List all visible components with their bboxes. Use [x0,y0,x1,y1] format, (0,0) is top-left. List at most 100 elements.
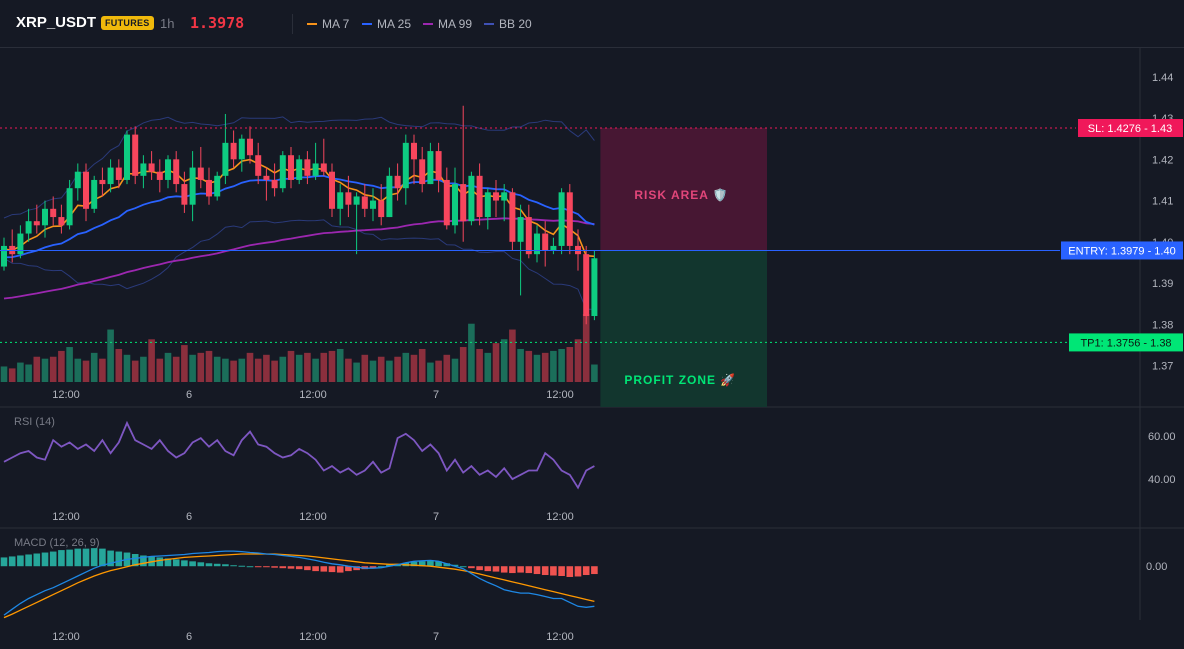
macd-histogram-bar [189,561,196,567]
chart-header: XRP_USDT FUTURES 1h 1.3978 MA 7 MA 25 MA… [0,0,1184,48]
macd-time-label: 12:00 [52,631,80,643]
macd-histogram-bar [574,566,582,577]
rsi-line [3,420,595,490]
volume-bar [49,356,57,382]
legend-ma25[interactable]: MA 25 [362,17,411,31]
candle-body [304,159,311,176]
candle-body [230,142,237,160]
candle-body [501,192,508,201]
candle-body [165,159,171,180]
take-profit-label: TP1: 1.3756 - 1.38 [1080,337,1171,349]
macd-histogram-bar [222,564,229,567]
macd-histogram-bar [197,562,205,567]
candle-body [156,171,163,180]
volume-bar [492,343,500,382]
volume-bar [377,356,385,382]
macd-histogram-bar [582,566,590,576]
macd-histogram-bar [0,557,8,567]
macd-histogram-bar [533,566,541,575]
macd-histogram-bar [541,566,549,576]
price-time-label: 12:00 [546,389,574,401]
rsi-time-label: 6 [186,511,192,523]
volume-bar [213,356,221,382]
symbol-name[interactable]: XRP_USDT [16,14,97,31]
macd-line [3,550,595,616]
candle-body [312,163,319,176]
price-tick-label: 1.38 [1152,319,1173,331]
macd-histogram-bar [451,564,459,567]
candle-body [25,221,32,234]
volume-bar [525,350,533,382]
candle-body [99,179,106,185]
macd-histogram-bar [386,564,393,567]
macd-histogram-bar [107,550,114,567]
macd-histogram-bar [33,553,41,567]
volume-bar [295,354,303,382]
candle-body [83,171,89,209]
price-tick-label: 1.42 [1152,154,1173,166]
rsi-time-label: 12:00 [299,511,327,523]
volume-bar [181,345,188,382]
candle-body [91,179,98,209]
legend-ma99[interactable]: MA 99 [423,17,472,31]
macd-histogram-bar [550,566,557,576]
volume-bar [320,352,328,382]
volume-bar [8,368,16,382]
macd-histogram-bar [427,560,434,567]
volume-bar [99,358,106,382]
macd-histogram-bar [254,566,262,568]
volume-bar [271,360,278,382]
legend-ma7[interactable]: MA 7 [307,17,349,31]
candle-body [534,233,540,255]
volume-bar [197,352,205,382]
macd-histogram-bar [369,566,377,568]
candle-body [42,208,48,226]
volume-bar [17,362,24,382]
timeframe-label[interactable]: 1h [160,16,175,31]
macd-histogram-bar [213,563,221,567]
price-time-label: 7 [433,389,439,401]
candle-body [583,254,590,317]
volume-bar [541,352,549,382]
candle-body [476,175,483,218]
macd-histogram-bar [500,566,508,573]
candle-body [525,217,532,255]
macd-histogram-bar [230,565,237,567]
volume-bar [369,360,377,382]
volume-bar [0,366,8,382]
price-tick-label: 1.44 [1152,72,1173,84]
volume-bar [459,347,467,382]
macd-histogram-bar [377,566,385,568]
ma25-label: MA 25 [377,17,412,31]
macd-histogram-bar [558,566,565,576]
volume-bar [172,356,180,382]
volume-bar [33,356,41,382]
macd-histogram-bar [263,566,270,568]
rsi-tick-label: 60.00 [1148,431,1176,443]
bollinger-lower-line [3,219,595,310]
profit-zone-label: PROFIT ZONE 🚀 [624,373,736,387]
macd-histogram-bar [172,559,180,567]
candle-body [411,142,417,160]
candle-body [402,142,409,189]
volume-bar [107,329,114,382]
candle-body [279,155,286,189]
ma7-label: MA 7 [322,17,350,31]
ma7-swatch [307,23,317,25]
volume-bar [443,354,451,382]
volume-bar [148,339,155,382]
candle-body [1,245,7,267]
legend-bb20[interactable]: BB 20 [484,17,532,31]
volume-bar [238,358,246,382]
candle-body [247,138,253,156]
candle-body [361,196,368,209]
volume-bar [418,348,426,382]
candle-body [189,167,196,205]
candle-body [173,159,180,185]
macd-histogram-bar [115,551,123,567]
volume-bar [410,354,418,382]
candle-body [517,217,524,242]
candle-body [148,163,155,172]
price-tick-label: 1.39 [1152,278,1173,290]
